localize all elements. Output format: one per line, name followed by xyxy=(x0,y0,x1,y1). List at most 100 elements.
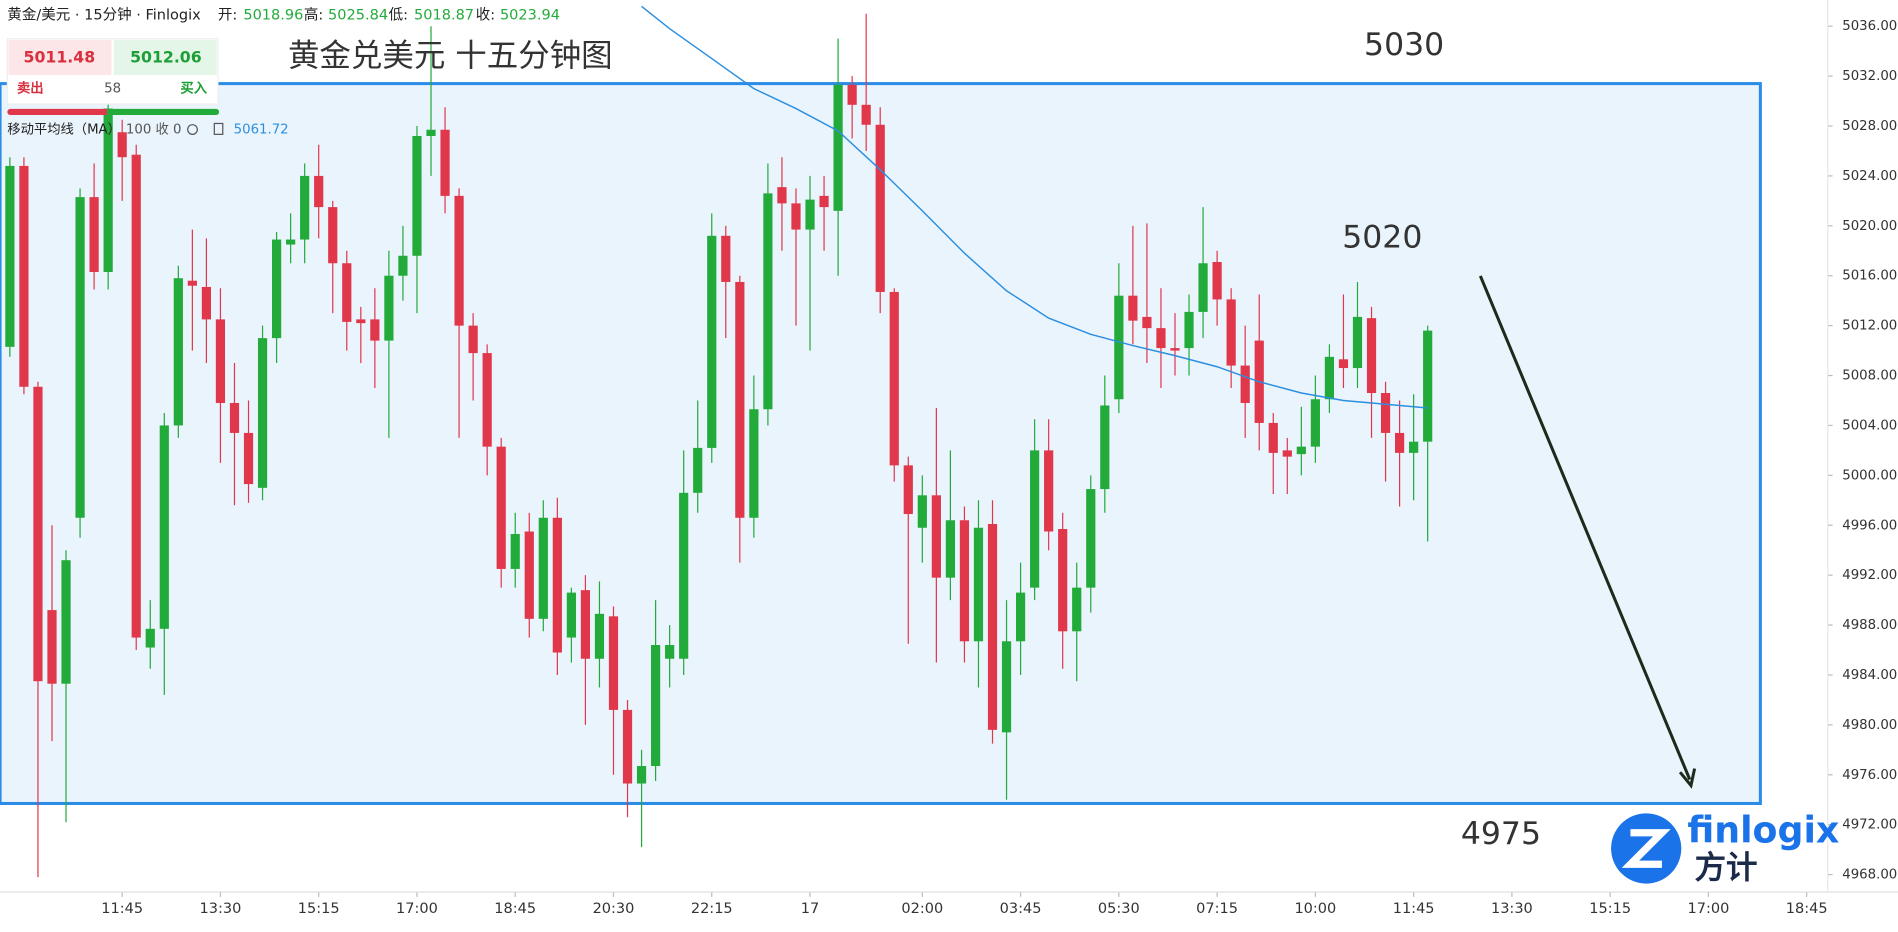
buy-bar xyxy=(106,108,220,115)
sell-price[interactable]: 5011.48 xyxy=(24,48,96,67)
candle-body xyxy=(5,165,15,347)
logo-z xyxy=(1621,829,1671,868)
delete-icon[interactable] xyxy=(213,122,224,135)
candle-body xyxy=(889,291,899,466)
candle-body xyxy=(1044,450,1054,532)
candle-body xyxy=(370,319,380,341)
candle-body xyxy=(903,465,913,515)
candle-body xyxy=(833,84,843,211)
candle-body xyxy=(1001,641,1012,733)
candle-body xyxy=(707,235,717,448)
candle-body xyxy=(973,527,984,642)
candle-body xyxy=(580,590,591,659)
buy-price[interactable]: 5012.06 xyxy=(130,48,202,67)
candle-body xyxy=(819,195,829,208)
buy-box[interactable] xyxy=(113,39,217,76)
candle-body xyxy=(622,709,633,784)
candle-body xyxy=(861,104,871,125)
candle-body xyxy=(426,129,436,136)
candle-body xyxy=(945,520,955,578)
candle-body xyxy=(1030,450,1040,588)
plot-area: 5036.00 5032.00 5028.00 5024.00 5020.00 5016.… xyxy=(0,5,1897,917)
y-tick-label: 4972.00 xyxy=(1842,818,1897,833)
x-tick-label: 18:45 xyxy=(1786,901,1828,917)
candle-body xyxy=(1058,528,1068,632)
x-tick-label: 17:00 xyxy=(396,901,438,917)
candle-body xyxy=(468,325,478,354)
settings-icon[interactable] xyxy=(187,124,198,135)
logo-cn: 方计 xyxy=(1695,849,1758,886)
candle-body xyxy=(763,193,773,410)
candle-body xyxy=(1086,489,1096,588)
candle-body xyxy=(1352,316,1363,369)
candle-body xyxy=(1409,441,1419,453)
candle-body xyxy=(1100,405,1110,490)
x-tick-label: 17 xyxy=(801,901,819,917)
candle-body xyxy=(1240,365,1250,403)
candle-body xyxy=(1170,348,1180,351)
candle-body xyxy=(89,197,99,272)
candle-body xyxy=(342,263,352,322)
candle-body xyxy=(356,319,366,324)
ohlc-label: 高: xyxy=(304,7,323,24)
y-tick-label: 5028.00 xyxy=(1842,119,1897,134)
candle-body xyxy=(496,446,506,569)
candle-body xyxy=(1072,587,1082,632)
candle-body xyxy=(524,531,534,619)
candle-body xyxy=(1310,399,1320,447)
sell-button[interactable]: 卖出 xyxy=(17,79,44,96)
candle-body xyxy=(665,645,675,659)
candle-body xyxy=(257,338,268,488)
y-tick-label: 5020.00 xyxy=(1842,219,1897,234)
candle-body xyxy=(145,628,155,648)
ohlc-label: 收: xyxy=(476,7,495,24)
candle-body xyxy=(271,239,282,339)
candle-body xyxy=(47,610,57,684)
candle-body xyxy=(1423,330,1433,442)
candle-body xyxy=(510,533,520,569)
candle-body xyxy=(454,195,464,326)
candle-body xyxy=(1226,299,1236,366)
candle-body xyxy=(398,255,408,276)
candle-body xyxy=(33,386,43,682)
y-tick-label: 4984.00 xyxy=(1842,668,1897,683)
annotation: 4975 xyxy=(1461,816,1541,852)
y-tick-label: 5000.00 xyxy=(1842,468,1897,483)
y-tick-label: 5004.00 xyxy=(1842,418,1897,433)
y-tick-label: 4996.00 xyxy=(1842,518,1897,533)
candle-body xyxy=(1015,592,1026,642)
candle-body xyxy=(791,203,801,230)
candle-body xyxy=(243,432,254,485)
x-tick-label: 11:45 xyxy=(101,901,143,917)
x-tick-label: 05:30 xyxy=(1098,901,1140,917)
candle-body xyxy=(805,199,815,230)
y-tick-label: 5032.00 xyxy=(1842,69,1897,84)
candle-body xyxy=(1366,318,1377,394)
candle-body xyxy=(1198,263,1208,312)
candle-body xyxy=(917,495,927,528)
candle-body xyxy=(987,524,998,730)
x-tick-label: 17:00 xyxy=(1688,901,1730,917)
candle-body xyxy=(636,766,647,784)
candle-body xyxy=(159,425,169,629)
y-tick-label: 5008.00 xyxy=(1842,369,1897,384)
candle-body xyxy=(131,154,141,638)
candle-body xyxy=(384,275,394,341)
y-tick-label: 4992.00 xyxy=(1842,568,1897,583)
y-tick-label: 5036.00 xyxy=(1842,19,1897,34)
candle-body xyxy=(1128,295,1138,321)
candle-body xyxy=(959,520,970,642)
buy-button[interactable]: 买入 xyxy=(180,80,207,96)
candle-body xyxy=(1268,422,1278,453)
candle-body xyxy=(931,495,941,578)
sell-box[interactable] xyxy=(8,39,112,76)
candle-body xyxy=(314,175,324,208)
x-tick-label: 11:45 xyxy=(1393,901,1435,917)
symbol: 黄金/美元 · 15分钟 · Finlogix xyxy=(7,7,201,24)
candle-body xyxy=(61,560,71,684)
ohlc-label: 低: xyxy=(389,7,408,24)
candle-body xyxy=(608,616,619,710)
x-tick-label: 03:45 xyxy=(1000,901,1042,917)
ma-params: 100 收 0 xyxy=(126,122,182,138)
